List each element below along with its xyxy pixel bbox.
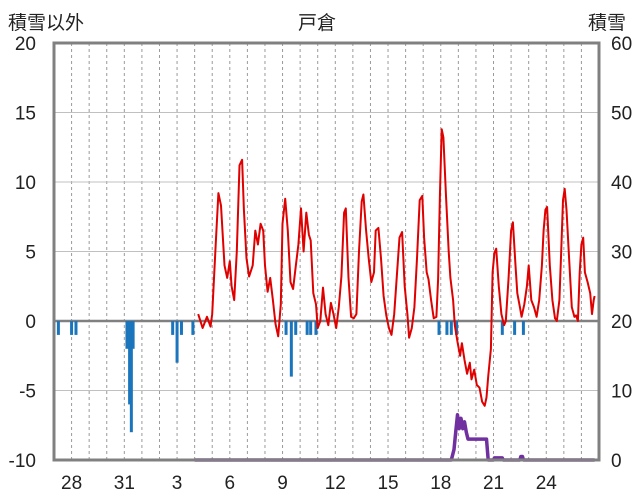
- x-axis-tick-label: 21: [483, 473, 504, 494]
- precipitation-bar: [56, 321, 60, 335]
- snow-depth-line: [194, 413, 595, 462]
- right-axis-tick-label: 10: [611, 382, 632, 403]
- precipitation-bar: [191, 321, 195, 335]
- precipitation-bar: [305, 321, 309, 335]
- right-axis-tick-label: 20: [611, 312, 632, 333]
- precipitation-bar: [131, 321, 135, 349]
- x-axis-tick-label: 18: [430, 473, 451, 494]
- precipitation-bar: [445, 321, 449, 335]
- precipitation-bar: [128, 321, 132, 405]
- temperature-line: [197, 128, 596, 407]
- precipitation-bar: [289, 321, 293, 377]
- left-axis-tick-label: 15: [15, 104, 36, 125]
- right-axis-label: 積雪: [588, 13, 627, 34]
- precipitation-bar: [455, 321, 459, 335]
- left-axis-tick-label: -5: [19, 382, 36, 403]
- right-axis-tick-label: 60: [611, 34, 632, 55]
- right-axis-tick-label: 30: [611, 243, 632, 264]
- left-axis-label: 積雪以外: [8, 13, 85, 34]
- left-axis-tick-label: -10: [9, 451, 36, 472]
- x-axis-tick-label: 24: [536, 473, 558, 494]
- precipitation-bar: [449, 321, 453, 335]
- right-axis-tick-label: 50: [611, 104, 632, 125]
- x-axis-ticks: 28 31 3 6 9 12 15 18 21 24: [61, 473, 557, 494]
- grid-lines: [54, 43, 599, 460]
- x-axis-tick-label: 6: [225, 473, 236, 494]
- x-axis-tick-label: 12: [325, 473, 346, 494]
- plot-frame: [52, 41, 601, 462]
- right-axis-tick-label: 40: [611, 173, 632, 194]
- x-axis-tick-label: 9: [277, 473, 288, 494]
- precipitation-bar: [129, 321, 133, 433]
- precipitation-bar: [521, 321, 525, 335]
- precipitation-bar: [513, 321, 517, 335]
- left-axis-tick-label: 5: [25, 243, 36, 264]
- precipitation-bar: [294, 321, 298, 335]
- x-axis-tick-label: 31: [114, 473, 135, 494]
- precipitation-bar: [175, 321, 179, 363]
- precipitation-bar: [309, 321, 313, 335]
- x-axis-tick-label: 15: [377, 473, 398, 494]
- chart-title: 戸倉: [298, 13, 337, 34]
- precipitation-bar: [171, 321, 175, 335]
- precipitation-bar: [74, 321, 78, 335]
- series-lines: [194, 128, 596, 462]
- left-axis-tick-label: 0: [25, 312, 36, 333]
- precipitation-bar: [314, 321, 318, 335]
- precipitation-bar: [179, 321, 183, 335]
- left-axis-tick-label: 20: [15, 34, 36, 55]
- right-axis-tick-label: 0: [611, 451, 622, 472]
- right-axis-ticks: 60 50 40 30 20 10 0: [611, 34, 632, 472]
- x-axis-tick-label: 3: [172, 473, 183, 494]
- precipitation-bar: [125, 321, 129, 349]
- left-axis-ticks: 20 15 10 5 0 -5 -10: [9, 34, 36, 472]
- precipitation-bar: [500, 321, 504, 335]
- precipitation-bar: [70, 321, 74, 335]
- precipitation-bar: [437, 321, 441, 335]
- left-axis-tick-label: 10: [15, 173, 36, 194]
- precipitation-bar: [284, 321, 288, 335]
- precipitation-bars: [56, 321, 525, 433]
- x-axis-tick-label: 28: [61, 473, 82, 494]
